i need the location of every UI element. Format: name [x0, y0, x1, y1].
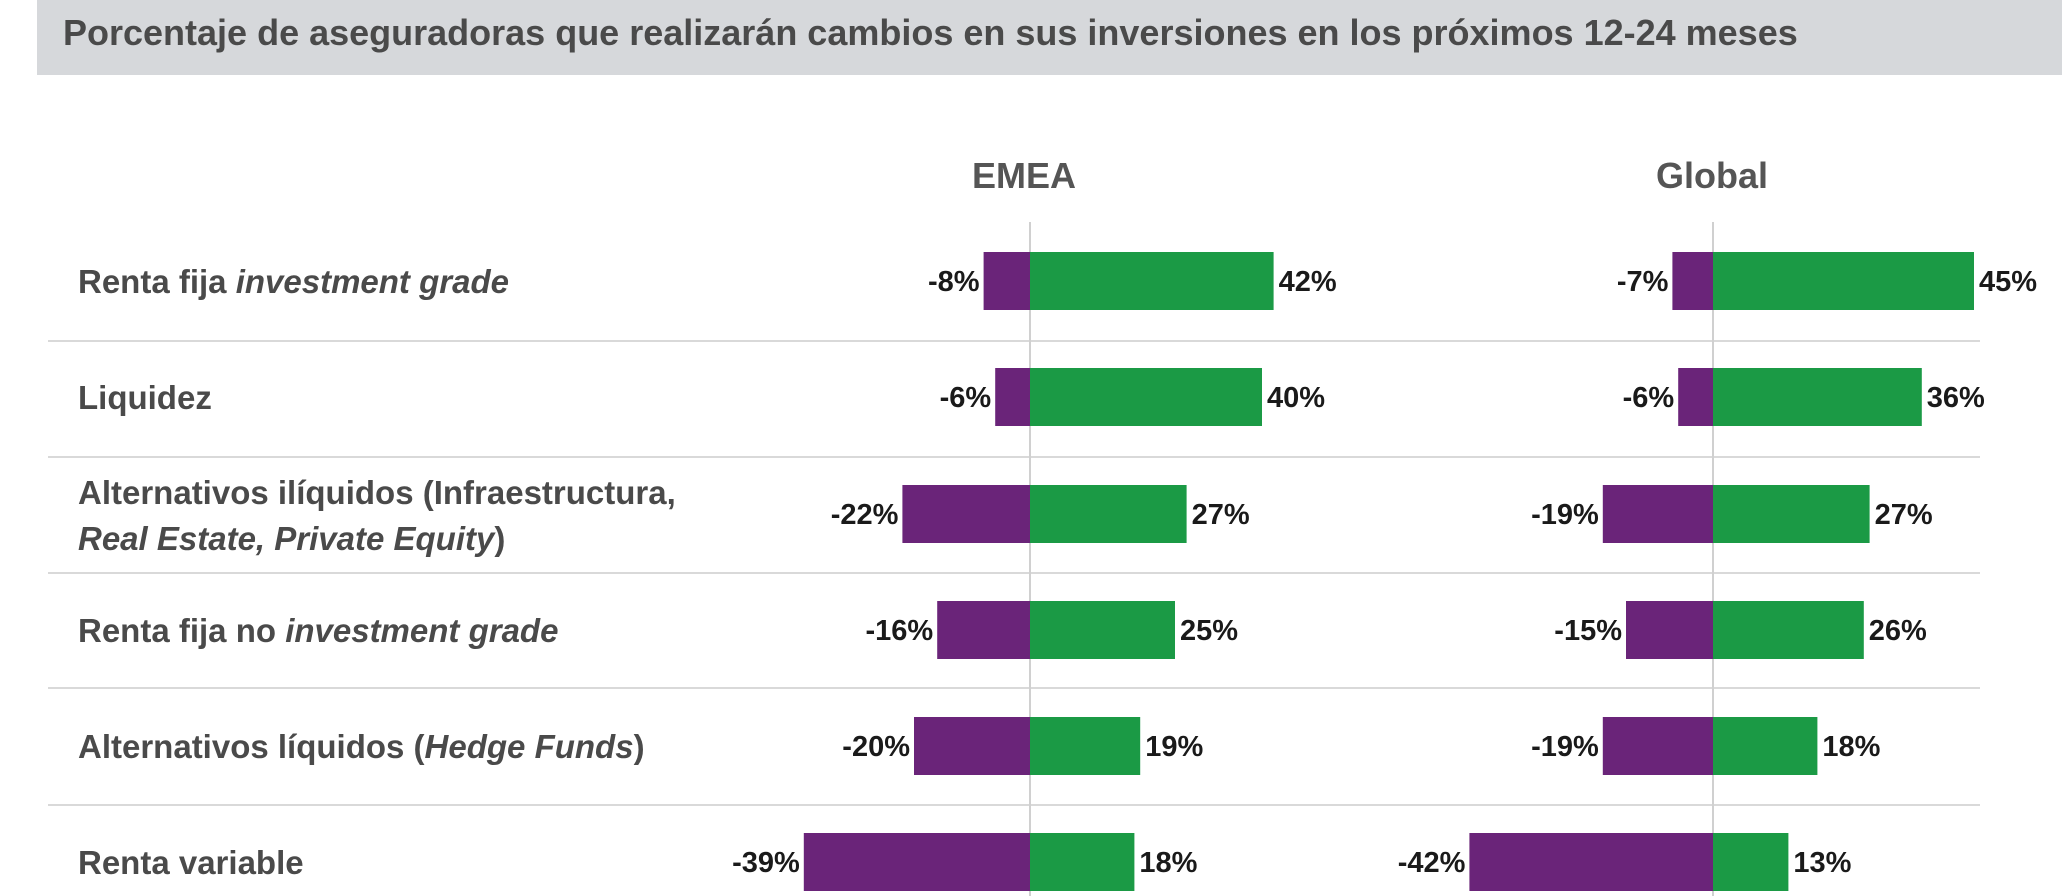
- data-label: 13%: [1793, 847, 1851, 879]
- bar-negative-emea: [914, 717, 1030, 775]
- bar-positive-emea: [1030, 368, 1262, 426]
- data-label: -39%: [732, 847, 800, 879]
- panel-title-global: Global: [1656, 155, 1768, 196]
- data-label: -42%: [1398, 847, 1466, 879]
- data-label: 27%: [1875, 499, 1933, 531]
- bar-positive-global: [1713, 368, 1922, 426]
- category-label: Alternativos líquidos (Hedge Funds): [78, 728, 645, 765]
- data-label: 25%: [1180, 615, 1238, 647]
- category-label: Alternativos ilíquidos (Infraestructura,: [78, 474, 676, 511]
- category-label: Liquidez: [78, 379, 212, 416]
- panel-title-emea: EMEA: [972, 155, 1076, 196]
- bar-negative-global: [1602, 485, 1713, 543]
- bar-negative-global: [1626, 601, 1713, 659]
- bar-negative-emea: [803, 833, 1030, 891]
- data-label: 36%: [1927, 382, 1985, 414]
- bar-positive-emea: [1030, 833, 1135, 891]
- data-label: -22%: [831, 499, 899, 531]
- category-label: Renta fija investment grade: [78, 263, 509, 300]
- data-label: -15%: [1554, 615, 1622, 647]
- title-bar: Porcentaje de aseguradoras que realizará…: [37, 0, 2062, 75]
- bar-positive-global: [1713, 717, 1818, 775]
- data-label: -19%: [1531, 731, 1599, 763]
- data-label: 40%: [1267, 382, 1325, 414]
- category-label: Real Estate, Private Equity): [78, 520, 505, 557]
- data-label: -20%: [842, 731, 910, 763]
- data-label: -8%: [928, 266, 980, 298]
- bar-negative-emea: [902, 485, 1030, 543]
- data-label: 45%: [1979, 266, 2037, 298]
- data-label: 27%: [1192, 499, 1250, 531]
- data-label: -6%: [940, 382, 992, 414]
- category-label: Renta fija no investment grade: [78, 612, 558, 649]
- data-label: 18%: [1822, 731, 1880, 763]
- bar-positive-emea: [1030, 252, 1274, 310]
- data-label: 42%: [1279, 266, 1337, 298]
- bar-negative-global: [1678, 368, 1713, 426]
- data-label: 26%: [1869, 615, 1927, 647]
- bar-negative-emea: [937, 601, 1030, 659]
- category-label: Renta variable: [78, 844, 304, 881]
- bar-negative-emea: [983, 252, 1030, 310]
- bar-positive-emea: [1030, 717, 1141, 775]
- bar-positive-global: [1713, 485, 1870, 543]
- data-label: -19%: [1531, 499, 1599, 531]
- bar-negative-global: [1469, 833, 1713, 891]
- chart-title: Porcentaje de aseguradoras que realizará…: [63, 12, 1798, 53]
- data-label: -6%: [1623, 382, 1675, 414]
- bar-positive-global: [1713, 601, 1864, 659]
- data-label: 19%: [1145, 731, 1203, 763]
- data-label: -16%: [865, 615, 933, 647]
- data-label: -7%: [1617, 266, 1669, 298]
- bar-positive-global: [1713, 252, 1974, 310]
- data-label: 18%: [1139, 847, 1197, 879]
- bar-positive-emea: [1030, 601, 1175, 659]
- bar-positive-emea: [1030, 485, 1187, 543]
- bar-negative-global: [1602, 717, 1713, 775]
- bar-negative-emea: [995, 368, 1030, 426]
- bar-negative-global: [1672, 252, 1713, 310]
- bar-positive-global: [1713, 833, 1789, 891]
